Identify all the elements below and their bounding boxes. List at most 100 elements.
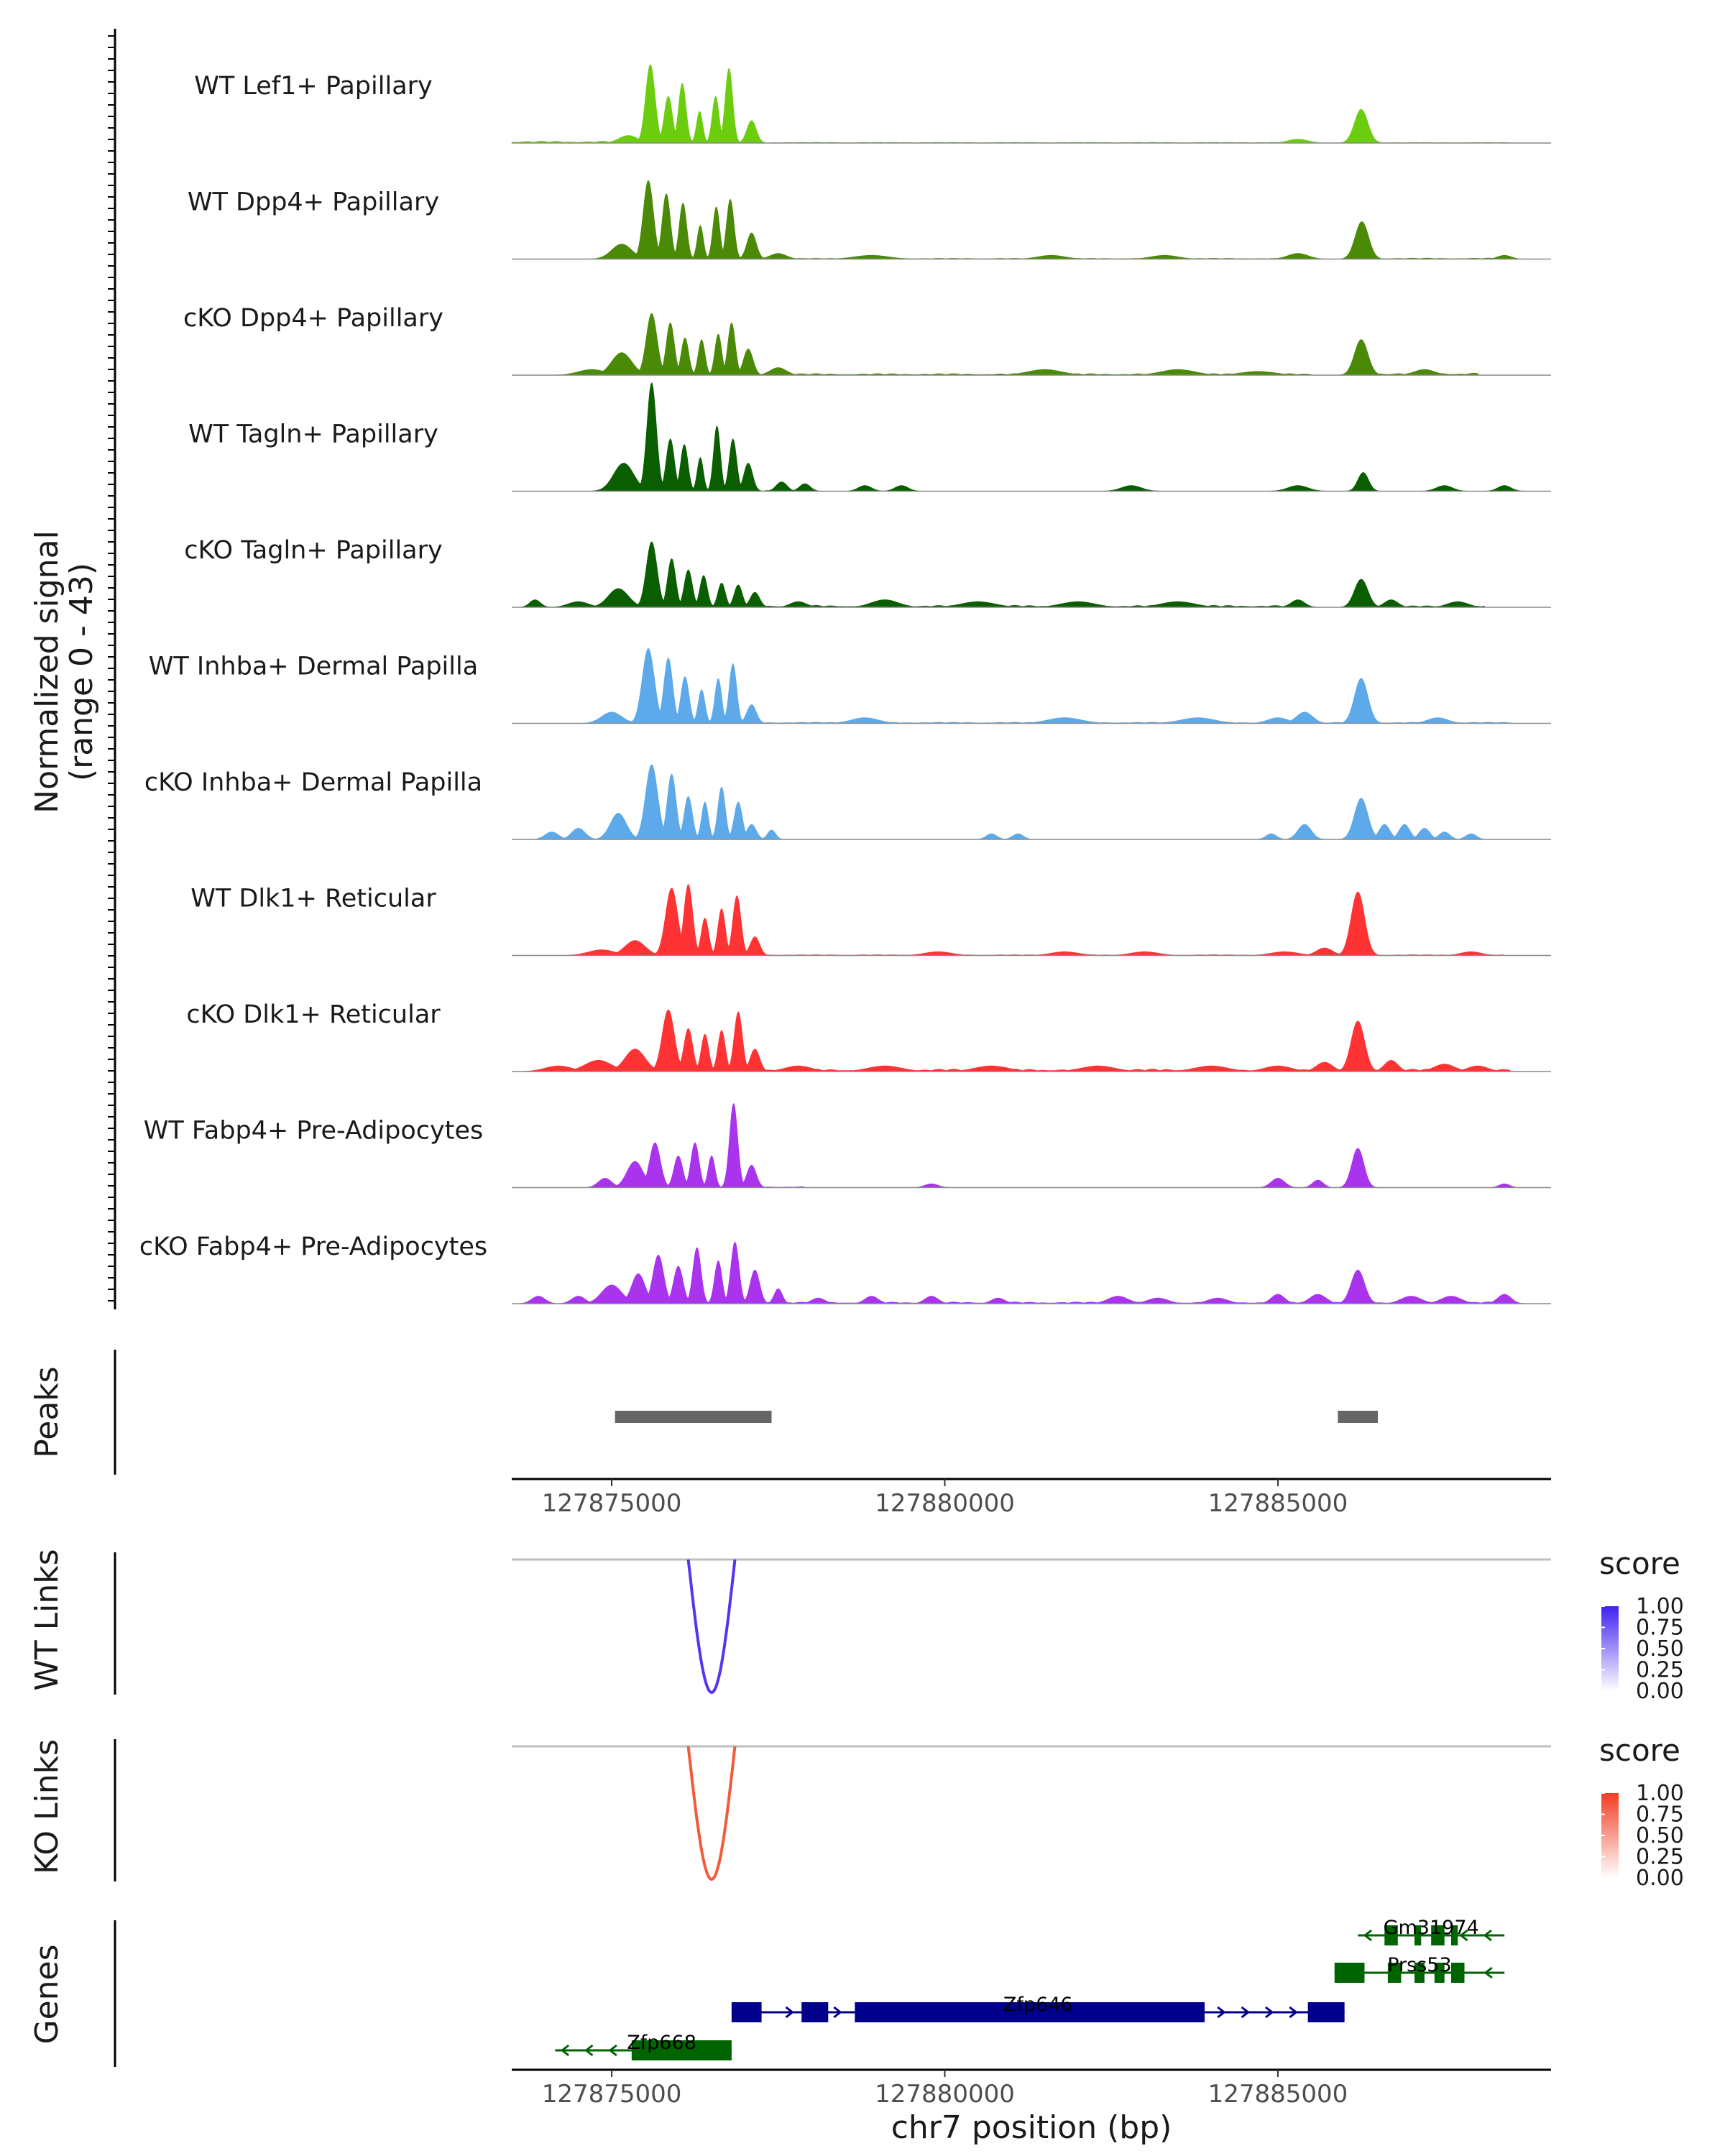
coverage-area — [511, 64, 1551, 144]
legend-tick-label: 0.00 — [1636, 1679, 1684, 1704]
links-label: KO Links — [29, 1739, 65, 1874]
gene-name-label: Gm31974 — [1384, 1917, 1479, 1939]
x-tick-label: 127880000 — [875, 1489, 1015, 1518]
strand-arrow — [1363, 1929, 1373, 1942]
coverage-y-title-line1: Normalized signal — [29, 530, 65, 814]
links-panel: KO Links score 1.000.750.500.250.00 — [29, 1733, 1684, 1891]
gene-exon — [1307, 2002, 1345, 2022]
strand-arrow — [1264, 2006, 1274, 2019]
coverage-track-label: cKO Dpp4+ Papillary — [183, 304, 443, 333]
gene-model: Zfp668 — [555, 2032, 732, 2060]
coverage-track: cKO Fabp4+ Pre-Adipocytes — [139, 1233, 1551, 1304]
legend-tick-label: 1.00 — [1636, 1781, 1684, 1806]
strand-arrow — [833, 2006, 842, 2019]
coverage-area — [512, 313, 1551, 376]
coverage-area — [512, 764, 1551, 840]
coverage-area — [512, 382, 1551, 492]
coverage-track: WT Lef1+ Papillary — [194, 64, 1551, 144]
coverage-area — [512, 541, 1551, 608]
gene-exon — [801, 2002, 829, 2022]
coverage-track: WT Tagln+ Papillary — [188, 382, 1551, 492]
x-tick-label: 127875000 — [542, 2080, 682, 2109]
gene-exon — [1450, 1925, 1458, 1945]
legend-tick-label: 0.75 — [1636, 1616, 1684, 1641]
coverage-area — [512, 1241, 1551, 1304]
gene-model: Gm31974 — [1358, 1917, 1505, 1945]
gene-model: Prss53 — [1334, 1954, 1505, 1983]
coverage-track-label: WT Fabp4+ Pre-Adipocytes — [144, 1117, 483, 1146]
coverage-tracks: WT Lef1+ Papillary WT Dpp4+ Papillary cKO … — [139, 64, 1551, 1304]
genes-label: Genes — [29, 1944, 65, 2044]
x-tick-label: 127875000 — [542, 1489, 682, 1518]
coverage-area — [512, 648, 1551, 724]
legend-tick-label: 0.25 — [1636, 1658, 1684, 1683]
strand-arrow — [560, 2044, 570, 2057]
gene-exon — [1334, 1963, 1365, 1983]
legend-tick-label: 0.00 — [1636, 1866, 1684, 1891]
peaks-x-axis: 127875000 127880000 127885000 — [512, 1478, 1551, 1518]
gene-name-label: Zfp646 — [1003, 1994, 1073, 2016]
peaks-label: Peaks — [29, 1366, 65, 1457]
gene-exon — [631, 2040, 732, 2060]
coverage-track: cKO Tagln+ Papillary — [184, 536, 1551, 608]
coverage-y-title-line2: (range 0 - 43) — [63, 563, 100, 781]
coverage-track-label: WT Inhba+ Dermal Papilla — [149, 653, 478, 681]
links-label: WT Links — [29, 1549, 65, 1690]
peak-region — [615, 1411, 772, 1423]
x-tick-label: 127880000 — [875, 2080, 1015, 2109]
coverage-track: cKO Dpp4+ Papillary — [183, 304, 1551, 376]
strand-arrow — [584, 2044, 594, 2057]
genes-x-axis: 127875000 127880000 127885000 — [512, 2068, 1551, 2109]
legend-tick-label: 0.25 — [1636, 1845, 1684, 1870]
gene-name-label: Zfp668 — [627, 2032, 696, 2054]
coverage-track-label: cKO Fabp4+ Pre-Adipocytes — [139, 1233, 487, 1261]
coverage-y-axis — [108, 29, 116, 1309]
peak-region — [1338, 1411, 1378, 1423]
coverage-area — [512, 1102, 1551, 1188]
coverage-track: WT Dlk1+ Reticular — [190, 883, 1551, 957]
coverage-track: cKO Inhba+ Dermal Papilla — [144, 764, 1551, 840]
strand-arrow — [785, 2006, 794, 2019]
coverage-track-label: cKO Tagln+ Papillary — [184, 536, 443, 565]
peaks-panel: Peaks — [29, 1350, 1378, 1475]
coverage-area — [512, 883, 1551, 956]
x-tick-label: 127885000 — [1208, 2080, 1348, 2109]
gene-model: Zfp646 — [731, 1994, 1345, 2022]
gene-exon — [731, 2002, 762, 2022]
gene-exon — [1384, 1925, 1398, 1945]
x-axis-title: chr7 position (bp) — [891, 2109, 1172, 2146]
x-tick-label: 127885000 — [1208, 1489, 1348, 1518]
legend-tick-label: 0.50 — [1636, 1636, 1684, 1662]
links-panel: WT Links score 1.000.750.500.250.00 — [29, 1546, 1684, 1704]
coverage-track-label: WT Tagln+ Papillary — [188, 420, 438, 449]
strand-arrow — [1289, 2006, 1298, 2019]
coverage-track: WT Dpp4+ Papillary — [188, 180, 1551, 260]
gene-exon — [1387, 1963, 1402, 1983]
coverage-track-label: WT Dpp4+ Papillary — [188, 188, 439, 217]
coverage-track-label: cKO Inhba+ Dermal Papilla — [144, 768, 482, 797]
gene-exon — [1450, 1963, 1465, 1983]
legend-title: score — [1599, 1733, 1680, 1768]
coverage-area — [512, 180, 1551, 259]
link-arc — [686, 1746, 737, 1881]
gene-exon — [855, 2002, 1205, 2022]
gene-name-label: Prss53 — [1387, 1954, 1451, 1976]
coverage-track: WT Fabp4+ Pre-Adipocytes — [144, 1102, 1551, 1189]
genes-panel: Genes Gm31974 Prss53 Zfp646 Zfp668 — [29, 1917, 1505, 2067]
legend-tick-label: 1.00 — [1636, 1594, 1684, 1619]
coverage-track-label: cKO Dlk1+ Reticular — [186, 1000, 441, 1029]
coverage-track-label: WT Lef1+ Papillary — [194, 72, 433, 101]
strand-arrow — [1241, 2006, 1250, 2019]
gene-exon — [1414, 1925, 1422, 1945]
link-arc — [686, 1559, 737, 1695]
gene-exon — [1434, 1963, 1445, 1983]
gene-exon — [1414, 1963, 1425, 1983]
strand-arrow — [1459, 1929, 1468, 1942]
coverage-track: WT Inhba+ Dermal Papilla — [149, 648, 1551, 724]
coverage-area — [512, 1009, 1551, 1072]
coverage-track-label: WT Dlk1+ Reticular — [190, 885, 436, 913]
strand-arrow — [1484, 1966, 1493, 1979]
legend-title: score — [1599, 1546, 1680, 1581]
strand-arrow — [608, 2044, 617, 2057]
